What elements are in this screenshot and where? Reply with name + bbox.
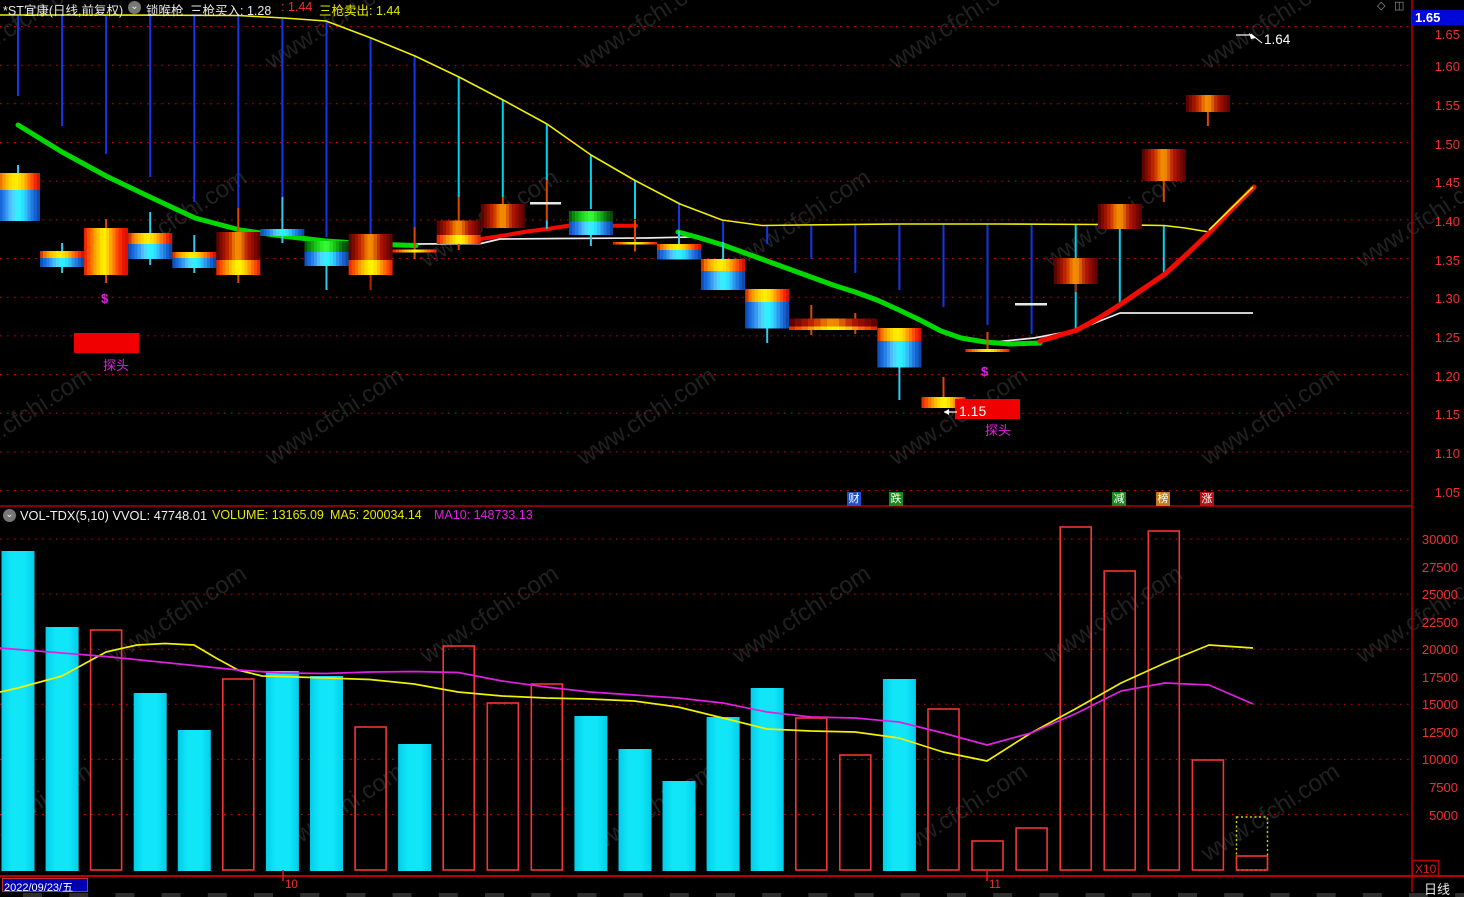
svg-text:www.cfchi.com: www.cfchi.com xyxy=(884,0,1033,76)
svg-text:www.cfchi.com: www.cfchi.com xyxy=(572,0,721,76)
svg-text:www.cfchi.com: www.cfchi.com xyxy=(1039,560,1188,670)
svg-text:www.cfchi.com: www.cfchi.com xyxy=(103,560,252,670)
svg-text:www.cfchi.com: www.cfchi.com xyxy=(727,560,876,670)
svg-text:www.cfchi.com: www.cfchi.com xyxy=(260,362,409,472)
svg-text:www.cfchi.com: www.cfchi.com xyxy=(572,362,721,472)
svg-text:www.cfchi.com: www.cfchi.com xyxy=(1196,758,1345,868)
svg-text:www.cfchi.com: www.cfchi.com xyxy=(0,362,96,472)
svg-text:www.cfchi.com: www.cfchi.com xyxy=(727,164,876,274)
svg-text:www.cfchi.com: www.cfchi.com xyxy=(1196,362,1345,472)
svg-text:www.cfchi.com: www.cfchi.com xyxy=(415,560,564,670)
